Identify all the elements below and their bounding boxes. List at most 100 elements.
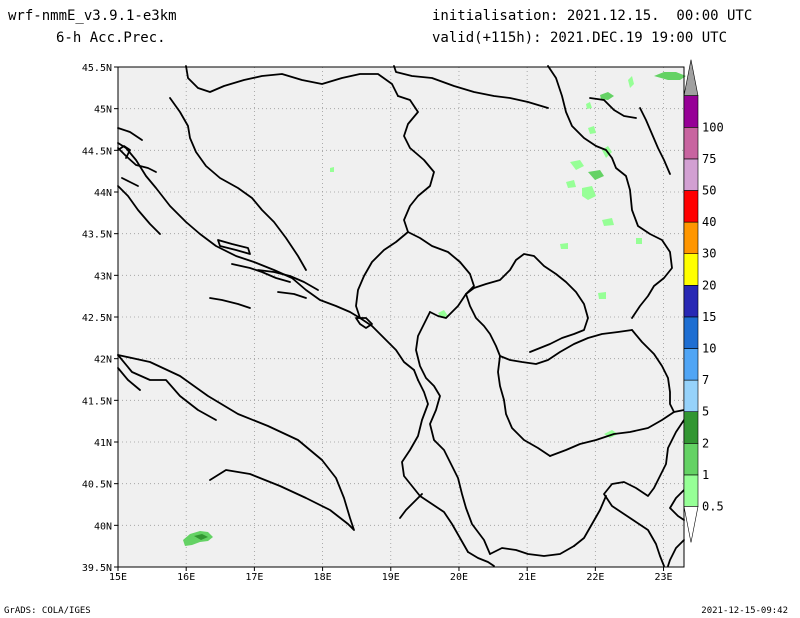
greece-coast <box>603 419 685 567</box>
precip-patch <box>600 92 614 100</box>
istria-coast <box>117 147 157 173</box>
albania-south-coast <box>467 551 495 567</box>
colorbar-swatch <box>683 379 699 413</box>
colorbar-swatch <box>683 190 699 223</box>
croatia-bosnia-border-west <box>169 97 307 271</box>
lat-label: 39.5N <box>82 563 112 574</box>
colorbar-swatch <box>683 348 699 381</box>
precip-patch <box>566 180 576 188</box>
model-title: wrf-nmmE_v3.9.1-e3km <box>8 8 177 24</box>
colorbar-swatch <box>683 253 699 286</box>
axes: 45.5N 45N 44.5N 44N 43.5N 43N 42.5N 42N 41.5N 41N… <box>82 63 673 583</box>
coast-inlet <box>121 177 139 187</box>
island-korcula <box>231 263 291 283</box>
colorbar-swatch <box>683 127 699 160</box>
precip-patch <box>560 243 568 249</box>
lat-label: 40N <box>94 521 112 532</box>
precip-patch <box>636 238 642 244</box>
colorbar-swatch <box>683 221 699 255</box>
colorbar-bottom-triangle <box>683 506 699 543</box>
colorbar-label: 2 <box>702 436 709 450</box>
precip-patch <box>183 531 213 546</box>
colorbar-label: 10 <box>702 342 716 356</box>
lon-label: 21E <box>518 572 536 583</box>
lon-label: 15E <box>109 572 127 583</box>
colorbar-swatch <box>683 284 699 318</box>
peljesac <box>257 269 319 291</box>
colorbar-label: 50 <box>702 184 716 198</box>
precip-patch <box>582 186 596 200</box>
lat-label: 42.5N <box>82 313 112 324</box>
albania-north-coast <box>413 369 419 381</box>
kosovo-border <box>465 253 589 353</box>
colorbar-label: 30 <box>702 247 716 261</box>
gargano-coast <box>117 354 217 421</box>
lon-label: 22E <box>586 572 604 583</box>
albania-east-border <box>415 311 491 555</box>
lat-label: 41.5N <box>82 396 112 407</box>
kvarner-coast <box>117 145 131 159</box>
map-background <box>118 67 684 567</box>
lat-label: 41N <box>94 438 112 449</box>
precip-patch <box>330 167 334 172</box>
danube-border <box>589 97 637 119</box>
field-title: 6-h Acc.Prec. <box>56 30 166 46</box>
init-time: initialisation: 2021.12.15. 00:00 UTC <box>432 8 753 24</box>
colorbar-label: 15 <box>702 310 716 324</box>
coastlines-borders <box>117 65 685 567</box>
precip-patch <box>598 292 606 299</box>
precip-patch <box>586 102 592 109</box>
lat-label: 40.5N <box>82 480 112 491</box>
lat-label: 43.5N <box>82 230 112 241</box>
colorbar-label: 100 <box>702 120 724 134</box>
colorbar-label: 1 <box>702 468 709 482</box>
lat-label: 43N <box>94 271 112 282</box>
serbia-romania-bulgaria-border <box>547 65 673 319</box>
lat-label: 45N <box>94 105 112 116</box>
bosnia-serbia-border <box>397 95 435 233</box>
bosnia-montenegro-border <box>355 231 409 319</box>
aegean-coast <box>667 539 685 567</box>
colorbar-swatch <box>683 158 699 191</box>
chalkidiki-coast <box>669 489 685 521</box>
islands-coast <box>117 185 161 235</box>
croatia-bosnia-border-north <box>185 65 399 97</box>
colorbar-label: 75 <box>702 152 716 166</box>
colorbar-label: 0.5 <box>702 500 724 514</box>
precip-patch <box>588 170 604 180</box>
albania-coast <box>401 379 469 553</box>
macedonia-albania-border <box>497 355 551 457</box>
greece-west-border <box>489 545 575 557</box>
lon-label: 17E <box>245 572 263 583</box>
footer-timestamp: 2021-12-15-09:42 <box>701 606 788 616</box>
lat-label: 44N <box>94 188 112 199</box>
lon-label: 23E <box>655 572 673 583</box>
macedonia-north-border <box>499 329 633 365</box>
colorbar-label: 20 <box>702 278 716 292</box>
valid-time: valid(+115h): 2021.DEC.19 19:00 UTC <box>432 30 728 46</box>
lat-label: 42N <box>94 355 112 366</box>
lon-label: 19E <box>382 572 400 583</box>
vlora-bay <box>399 493 423 519</box>
colorbar-label: 5 <box>702 405 709 419</box>
precip-patch <box>570 160 584 170</box>
colorbar-swatch <box>683 411 699 444</box>
greece-inland <box>573 495 607 547</box>
precip-patch <box>602 218 614 226</box>
island-mljet <box>277 291 307 299</box>
romania-bulgaria-border <box>639 107 671 175</box>
lon-label: 16E <box>177 572 195 583</box>
colorbar-swatch <box>683 474 699 507</box>
kotor-bay <box>355 317 373 329</box>
kosovo-albania-border <box>465 293 501 357</box>
border-west <box>117 127 143 141</box>
island-hvar <box>217 239 251 255</box>
precip-patch <box>628 76 634 88</box>
colorbar-label: 40 <box>702 215 716 229</box>
lat-label: 45.5N <box>82 63 112 74</box>
lat-label: 44.5N <box>82 146 112 157</box>
west-coast-extra <box>117 367 141 391</box>
colorbar: 0.5 1 2 5 7 10 15 20 30 40 50 75 100 <box>683 59 724 543</box>
